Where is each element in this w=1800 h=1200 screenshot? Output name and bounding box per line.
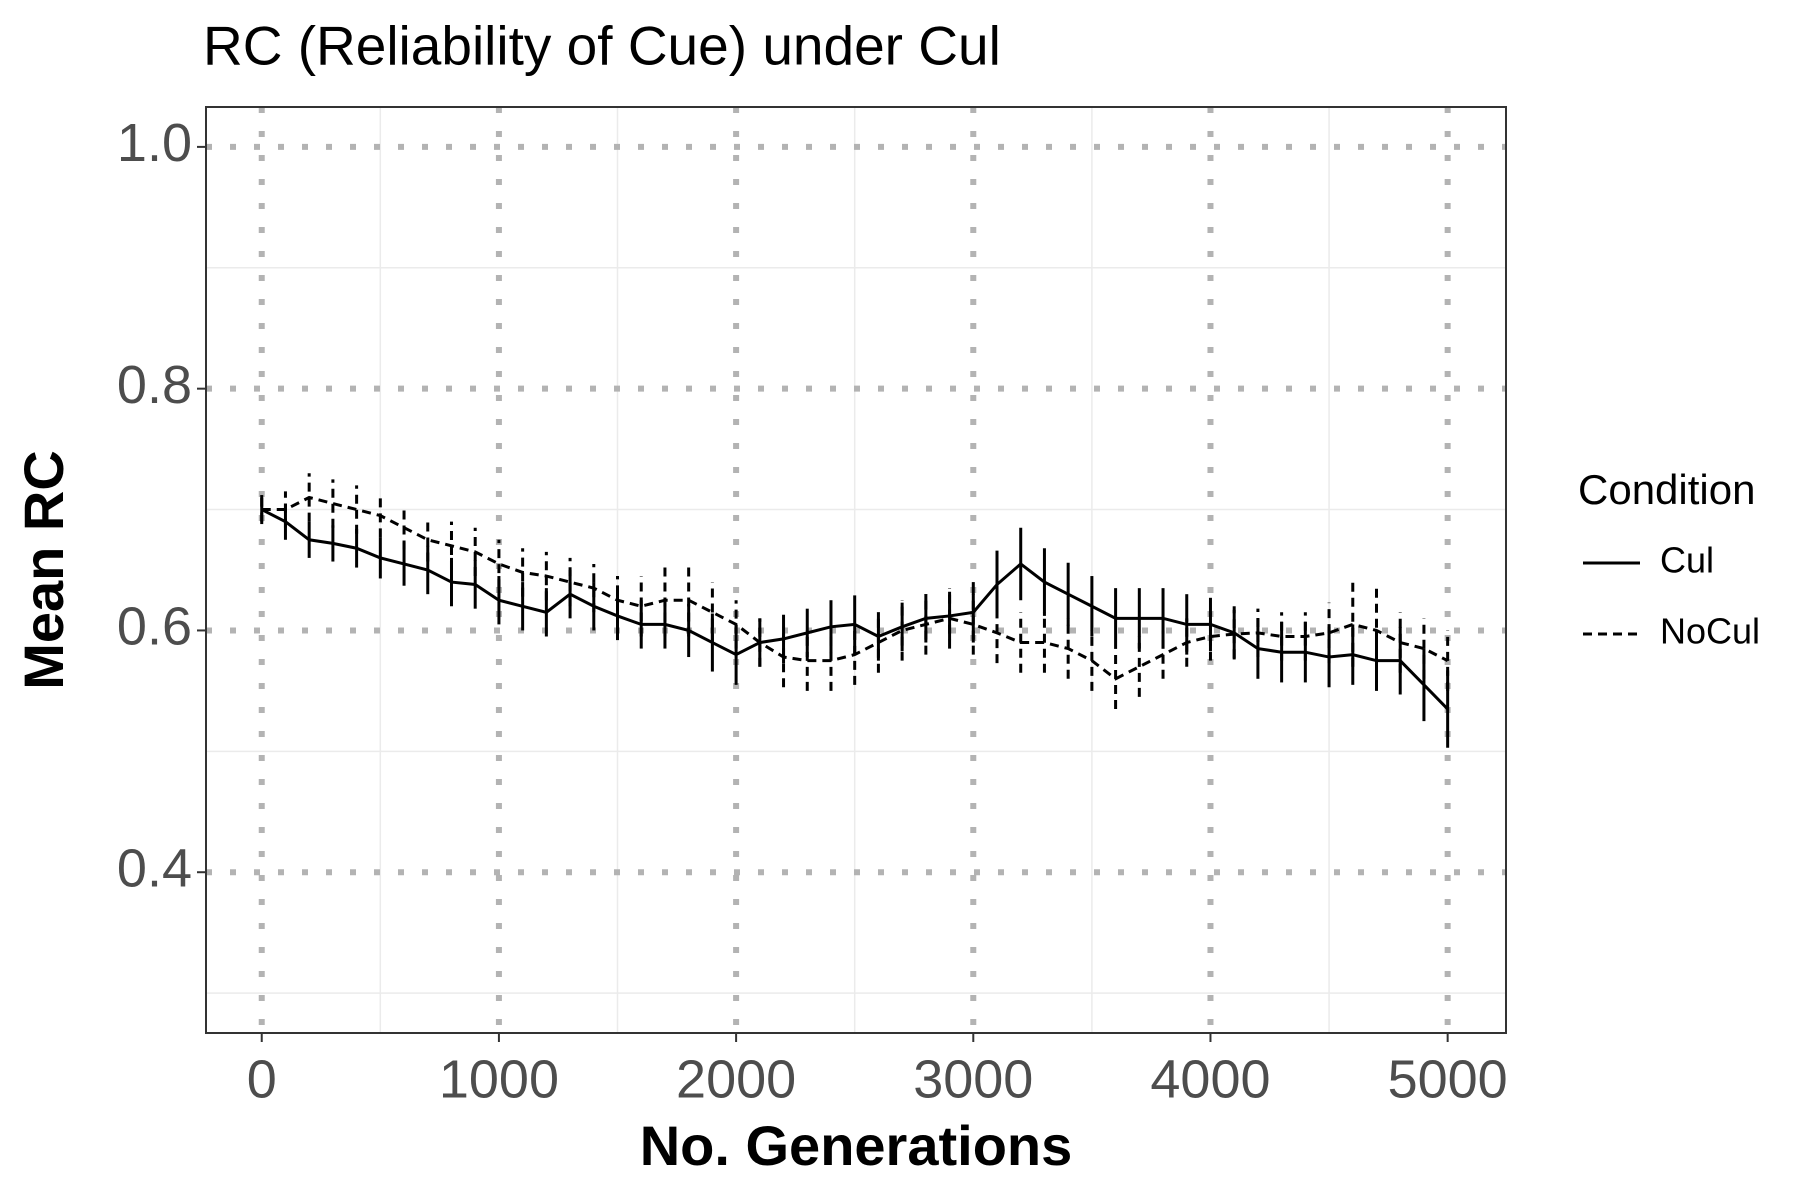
y-axis-title: Mean RC bbox=[12, 450, 75, 690]
series-line bbox=[261, 508, 1449, 711]
y-tick-label: 0.6 bbox=[117, 597, 192, 657]
x-tick-label: 4000 bbox=[1150, 1049, 1270, 1109]
chart-title: RC (Reliability of Cue) under Cul bbox=[203, 15, 1001, 77]
x-tick-label: 1000 bbox=[439, 1049, 559, 1109]
x-tick-label: 2000 bbox=[676, 1049, 796, 1109]
legend-label: Cul bbox=[1660, 540, 1714, 581]
y-tick-label: 0.4 bbox=[117, 838, 192, 898]
y-tick-label: 0.8 bbox=[117, 355, 192, 415]
x-tick-label: 0 bbox=[247, 1049, 277, 1109]
series-line bbox=[261, 495, 1449, 681]
legend-title: Condition bbox=[1578, 466, 1755, 513]
x-tick-label: 3000 bbox=[913, 1049, 1033, 1109]
y-tick-label: 1.0 bbox=[117, 113, 192, 173]
x-tick-label: 5000 bbox=[1388, 1049, 1508, 1109]
x-axis-title: No. Generations bbox=[640, 1114, 1073, 1177]
legend-label: NoCul bbox=[1660, 611, 1760, 652]
plot-border bbox=[205, 106, 1507, 1034]
